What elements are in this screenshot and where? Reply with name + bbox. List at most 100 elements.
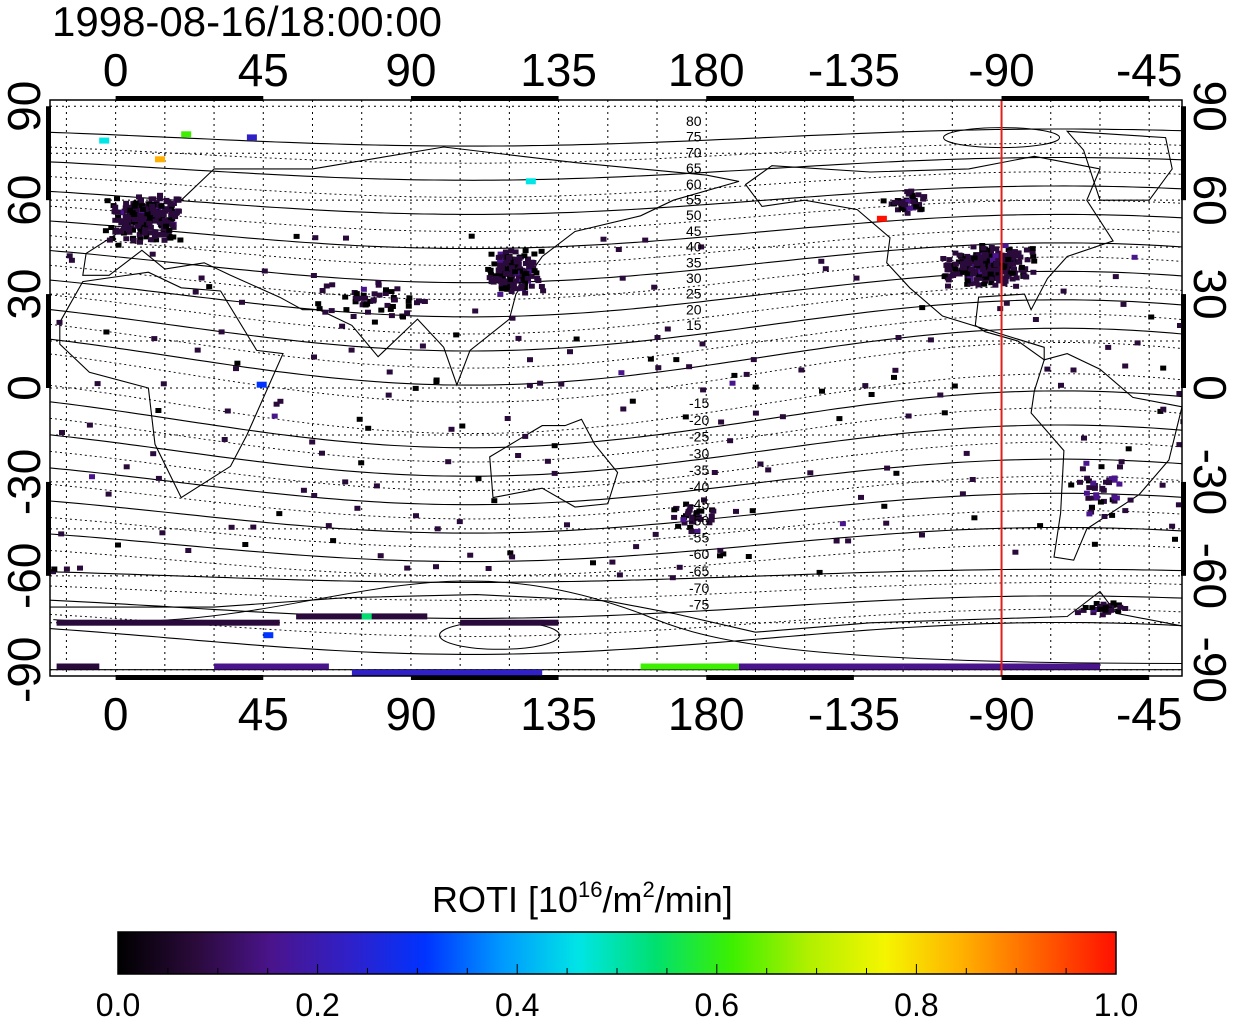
frame-band-bottom (115, 675, 264, 680)
roti-cell (360, 286, 367, 292)
roti-cell (993, 262, 1000, 268)
lon-tick-label-top: -90 (968, 44, 1034, 96)
roti-cell (329, 282, 336, 288)
roti-cell (963, 450, 970, 456)
roti-cell (105, 491, 112, 497)
roti-cell (1120, 301, 1127, 307)
roti-cell (1089, 505, 1095, 510)
roti-cell (139, 214, 146, 220)
roti-cell (142, 227, 149, 233)
roti-cell (895, 335, 902, 340)
roti-cell (1169, 523, 1176, 529)
roti-cell (362, 295, 369, 301)
roti-cell (146, 220, 153, 226)
mlat-contour (50, 313, 1182, 369)
roti-cell (138, 203, 145, 209)
roti-cell (952, 266, 959, 272)
roti-cell (910, 199, 917, 205)
lat-tick-label-left: -30 (0, 449, 50, 515)
roti-cell (160, 212, 167, 218)
mlat-contour (50, 373, 1182, 434)
roti-cell (898, 205, 905, 211)
roti-cell (521, 285, 528, 290)
roti-cell (711, 470, 718, 475)
roti-cell (1099, 485, 1106, 491)
mlat-label: -25 (689, 429, 709, 445)
roti-cell (528, 273, 535, 279)
roti-cell (1134, 340, 1141, 346)
lat-tick-label-right: 30 (1184, 269, 1236, 320)
roti-cell (973, 277, 980, 283)
mlat-contour (50, 544, 1182, 577)
roti-cell (233, 366, 239, 372)
roti-cell (733, 508, 739, 514)
mlat-label: -65 (689, 563, 709, 579)
roti-cell (526, 264, 533, 270)
roti-cell (512, 249, 519, 255)
roti-cell (526, 382, 533, 388)
roti-cell (1091, 541, 1098, 547)
roti-cell (156, 196, 163, 202)
mlat-contour (50, 568, 1182, 583)
roti-cell (1159, 482, 1166, 488)
roti-cell (162, 232, 169, 238)
roti-cell (94, 381, 101, 387)
mlat-contour (50, 621, 1182, 655)
roti-cell (1037, 523, 1044, 529)
roti-cell (218, 329, 225, 335)
mlat-contour (50, 595, 1182, 619)
roti-cell (904, 189, 911, 195)
roti-cell (913, 204, 920, 210)
roti-cell (976, 272, 983, 278)
roti-cell (1110, 600, 1117, 606)
roti-cell (520, 276, 527, 282)
roti-cell (391, 297, 398, 303)
roti-cell (112, 229, 119, 235)
colorbar-tick-label: 0.2 (295, 987, 339, 1023)
roti-cell (123, 464, 130, 470)
roti-cell (982, 250, 988, 255)
roti-cell (908, 188, 915, 194)
roti-cell (152, 218, 159, 224)
roti-cell (947, 262, 954, 268)
roti-cell (688, 519, 695, 525)
roti-cell (492, 277, 499, 283)
roti-cell (892, 367, 899, 373)
roti-cell (412, 385, 419, 391)
roti-cell (510, 283, 517, 289)
roti-cell (862, 383, 869, 389)
roti-cell (496, 254, 503, 260)
roti-cell (512, 278, 519, 284)
roti-cell (342, 294, 349, 300)
roti-cell (328, 308, 335, 314)
roti-cell (137, 236, 144, 242)
mlat-label: -75 (689, 597, 709, 613)
lon-tick-label-top: 90 (385, 44, 436, 96)
roti-cell (696, 508, 703, 514)
roti-cell (141, 230, 148, 236)
roti-cell (1099, 612, 1106, 618)
lat-tick-label-right: -60 (1184, 543, 1236, 609)
lon-tick-label-bottom: -45 (1116, 688, 1182, 740)
roti-cell (293, 233, 300, 239)
roti-cell (68, 257, 75, 263)
roti-cell (687, 504, 694, 510)
roti-cell (688, 529, 695, 535)
roti-cell (389, 304, 396, 309)
roti-cell (58, 531, 65, 537)
roti-cell (1012, 549, 1019, 555)
roti-cell (151, 233, 158, 239)
roti-cell (1013, 283, 1020, 289)
roti-cell (113, 209, 120, 215)
roti-cell (798, 367, 805, 373)
roti-cell (940, 256, 947, 261)
roti-cell (515, 453, 522, 458)
roti-cell (159, 530, 166, 536)
roti-cell (152, 229, 159, 235)
roti-cell (228, 524, 235, 530)
roti-cell (905, 413, 912, 419)
lon-tick-label-bottom: -135 (808, 688, 900, 740)
roti-cell (160, 226, 167, 232)
roti-cell (114, 196, 120, 202)
